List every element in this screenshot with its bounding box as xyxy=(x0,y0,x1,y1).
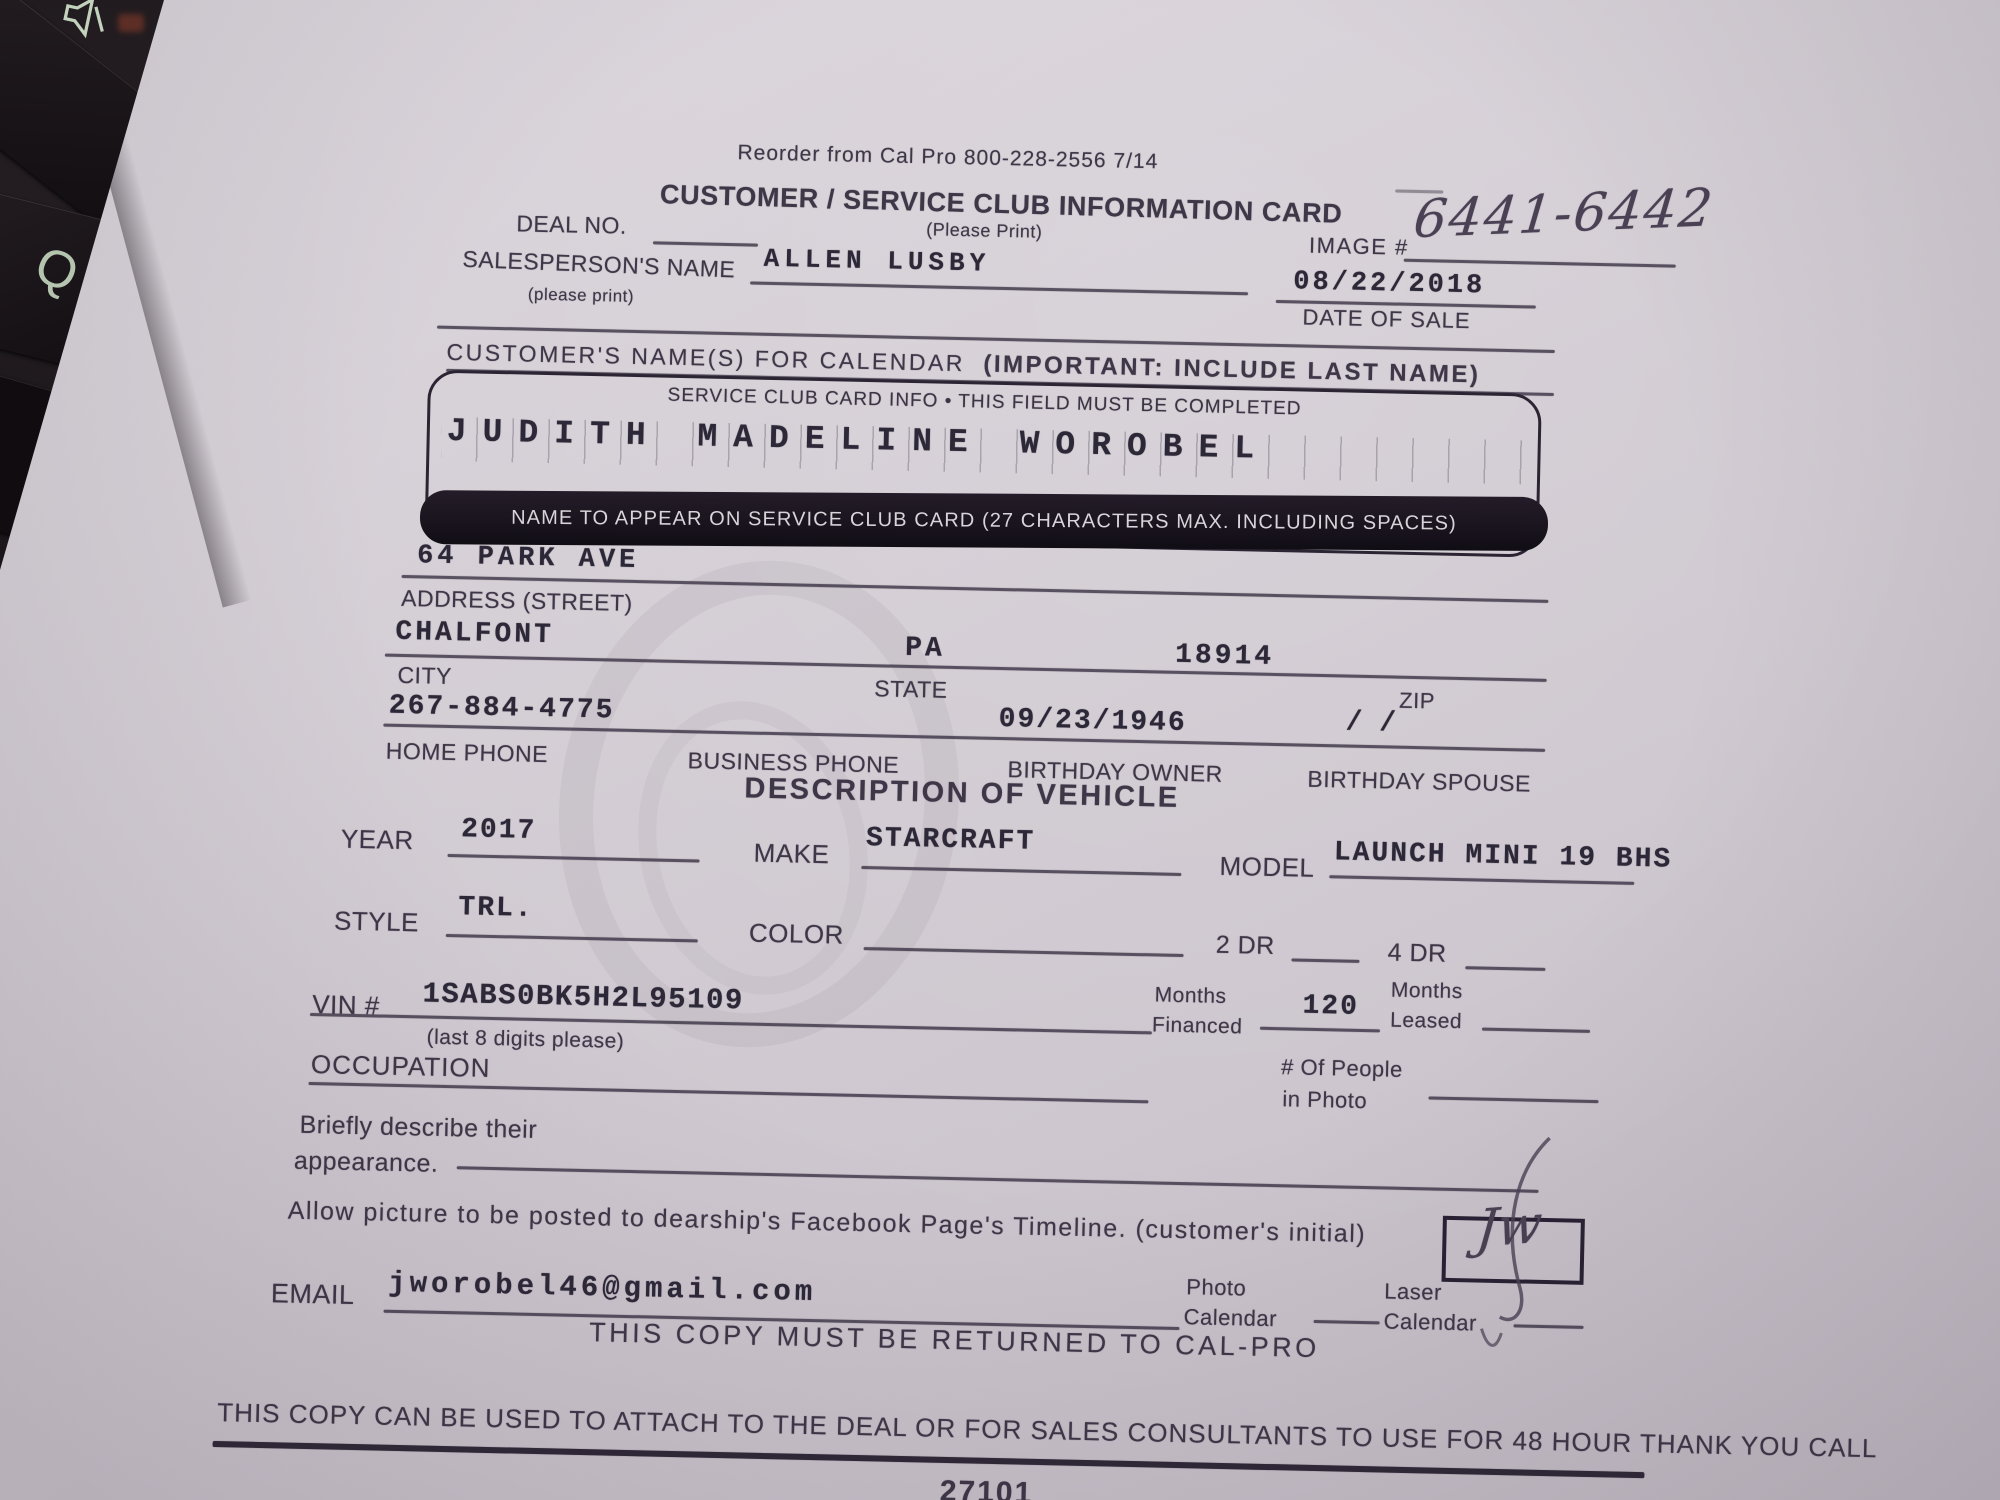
speaker-mute-icon xyxy=(63,0,104,39)
occupation-line xyxy=(308,1081,1149,1103)
months-financed-line xyxy=(1259,1026,1380,1032)
color-line xyxy=(863,947,1184,957)
laser-calendar-label-1: Laser xyxy=(1384,1278,1443,1305)
vin-note: (last 8 digits please) xyxy=(426,1025,625,1053)
people-in-photo-label-1: # Of People xyxy=(1280,1054,1404,1082)
zip-label: ZIP xyxy=(1398,687,1436,714)
vin-value: 1SABS0BK5H2L95109 xyxy=(422,977,745,1018)
birthday-spouse-value: / / xyxy=(1345,707,1397,740)
months-financed-label-2: Financed xyxy=(1151,1013,1243,1039)
months-leased-label-1: Months xyxy=(1390,978,1463,1004)
months-leased-line xyxy=(1482,1027,1591,1033)
image-number-label: IMAGE # xyxy=(1308,232,1410,260)
salesperson-sublabel: (please print) xyxy=(527,284,635,306)
pen-flourish xyxy=(1480,1136,1551,1347)
birthday-spouse-label: BIRTHDAY SPOUSE xyxy=(1307,765,1532,797)
make-label: MAKE xyxy=(753,837,830,870)
home-phone-value: 267-884-4775 xyxy=(388,690,615,727)
facebook-permission-label: Allow picture to be posted to dearship's… xyxy=(287,1196,1367,1249)
salesperson-label: SALESPERSON'S NAME xyxy=(462,245,736,283)
four-door-line xyxy=(1465,966,1546,971)
deal-no-label: DEAL NO. xyxy=(516,210,628,239)
email-value: jworobel46@gmail.com xyxy=(387,1266,817,1310)
return-copy-note: THIS COPY MUST BE RETURNED TO CAL-PRO xyxy=(588,1317,1320,1364)
email-label: EMAIL xyxy=(270,1278,355,1311)
image-number-line xyxy=(1403,258,1676,268)
photo-calendar-line xyxy=(1313,1319,1380,1324)
year-value: 2017 xyxy=(460,814,537,847)
model-value: LAUNCH MINI 19 BHS xyxy=(1333,837,1673,876)
two-door-label: 2 DR xyxy=(1215,930,1276,961)
model-label: MODEL xyxy=(1219,850,1315,883)
keyboard-fn-glyph xyxy=(118,14,144,32)
months-financed-value: 120 xyxy=(1302,990,1360,1023)
make-line xyxy=(861,866,1182,876)
style-line xyxy=(445,933,698,942)
months-financed-label-1: Months xyxy=(1154,983,1227,1008)
reorder-note: Reorder from Cal Pro 800-228-2556 7/14 xyxy=(737,141,1159,174)
birthday-owner-value: 09/23/1946 xyxy=(998,703,1187,740)
describe-line xyxy=(456,1166,1539,1193)
occupation-label: OCCUPATION xyxy=(310,1049,491,1083)
model-line xyxy=(1329,875,1635,885)
bottom-usage-note: THIS COPY CAN BE USED TO ATTACH TO THE D… xyxy=(217,1397,1878,1464)
address-value: 64 PARK AVE xyxy=(416,541,640,577)
color-label: COLOR xyxy=(748,917,845,950)
year-line xyxy=(447,853,700,862)
form-number: 27101 xyxy=(939,1474,1034,1500)
key-q-label: Q xyxy=(26,235,87,305)
city-value: CHALFONT xyxy=(395,616,555,652)
city-label: CITY xyxy=(397,661,453,690)
two-door-line xyxy=(1291,958,1360,963)
home-phone-label: HOME PHONE xyxy=(385,737,549,768)
make-value: STARCRAFT xyxy=(865,823,1036,858)
image-number-value: 6441-6442 xyxy=(1410,178,1717,251)
state-label: STATE xyxy=(874,675,948,703)
people-in-photo-label-2: in Photo xyxy=(1282,1086,1368,1114)
name-bar: NAME TO APPEAR ON SERVICE CLUB CARD (27 … xyxy=(419,490,1549,552)
zip-value: 18914 xyxy=(1174,639,1275,673)
describe-label-1: Briefly describe their xyxy=(299,1110,538,1144)
date-of-sale-value: 08/22/2018 xyxy=(1292,267,1486,302)
address-label: ADDRESS (STREET) xyxy=(400,584,634,616)
four-door-label: 4 DR xyxy=(1387,938,1447,968)
photo-calendar-label-1: Photo xyxy=(1186,1274,1247,1301)
salesperson-line xyxy=(750,281,1249,295)
photo-calendar-label-2: Calendar xyxy=(1183,1304,1278,1332)
salesperson-value: ALLEN LUSBY xyxy=(763,243,991,279)
state-value: PA xyxy=(904,632,946,665)
name-bar-text: NAME TO APPEAR ON SERVICE CLUB CARD (27 … xyxy=(511,506,1457,534)
people-in-photo-line xyxy=(1428,1096,1599,1103)
style-value: TRL. xyxy=(458,892,534,925)
months-leased-label-2: Leased xyxy=(1389,1008,1463,1034)
deal-no-line xyxy=(652,241,758,247)
describe-label-2: appearance. xyxy=(293,1146,439,1178)
date-of-sale-label: DATE OF SALE xyxy=(1302,304,1471,334)
style-label: STYLE xyxy=(333,905,420,938)
year-label: YEAR xyxy=(340,823,415,856)
service-club-name-box: SERVICE CLUB CARD INFO • THIS FIELD MUST… xyxy=(419,369,1549,558)
city-state-zip-line xyxy=(384,653,1547,682)
laser-calendar-label-2: Calendar xyxy=(1383,1308,1478,1336)
